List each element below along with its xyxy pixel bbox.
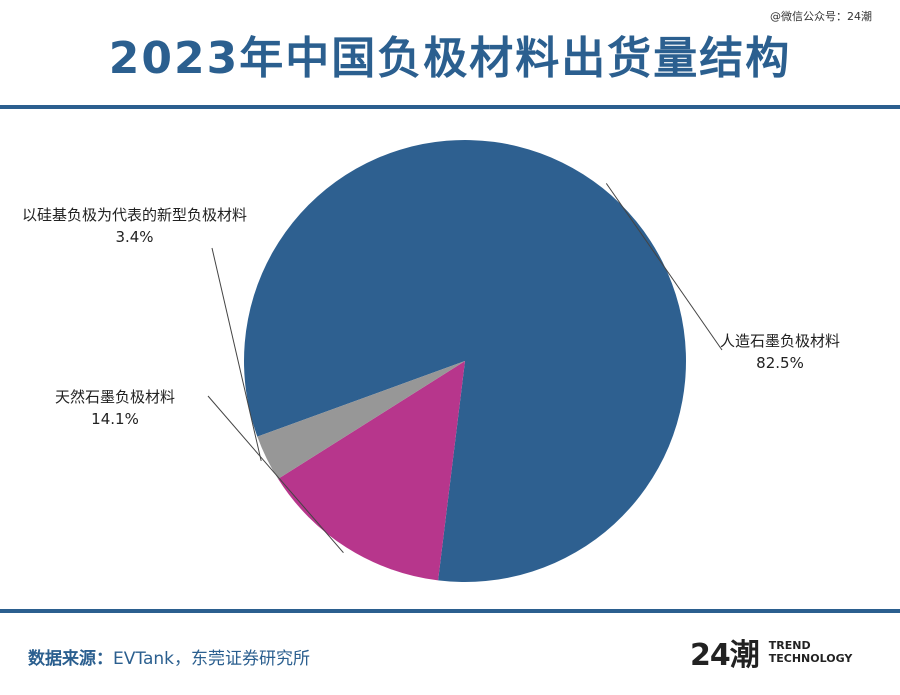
leader-natural-graphite <box>207 395 344 554</box>
bottom-divider <box>0 609 900 613</box>
label-artificial-graphite-value: 82.5% <box>756 354 804 372</box>
label-artificial-graphite-name: 人造石墨负极材料 <box>720 332 841 350</box>
logo-mark: 24潮 <box>690 638 760 673</box>
leader-artificial-graphite <box>605 183 723 351</box>
slice-artificial-graphite <box>244 140 686 583</box>
slice-silicon-based <box>257 361 465 479</box>
logo-line1: TREND <box>768 639 811 652</box>
slice-natural-graphite <box>278 361 465 581</box>
brand-logo: 24潮 TREND TECHNOLOGY <box>690 630 852 674</box>
logo-line2: TECHNOLOGY <box>768 652 853 665</box>
label-silicon-based: 以硅基负极为代表的新型负极材料 3.4% <box>22 204 247 248</box>
leader-silicon-based <box>211 247 262 462</box>
label-artificial-graphite: 人造石墨负极材料 82.5% <box>720 330 840 374</box>
data-source: 数据来源：EVTank，东莞证券研究所 <box>28 644 310 669</box>
data-source-label: 数据来源： <box>28 649 113 669</box>
label-natural-graphite-value: 14.1% <box>91 410 139 428</box>
logo-text: TREND TECHNOLOGY <box>769 639 853 665</box>
label-natural-graphite-name: 天然石墨负极材料 <box>55 388 176 406</box>
label-natural-graphite: 天然石墨负极材料 14.1% <box>55 386 175 430</box>
label-silicon-based-name: 以硅基负极为代表的新型负极材料 <box>22 206 248 224</box>
chart-title: 2023年中国负极材料出货量结构 <box>108 33 792 84</box>
top-divider <box>0 105 900 109</box>
label-silicon-based-value: 3.4% <box>115 228 154 246</box>
data-source-text: EVTank，东莞证券研究所 <box>113 649 310 669</box>
watermark: @微信公众号：24潮 <box>770 10 872 23</box>
